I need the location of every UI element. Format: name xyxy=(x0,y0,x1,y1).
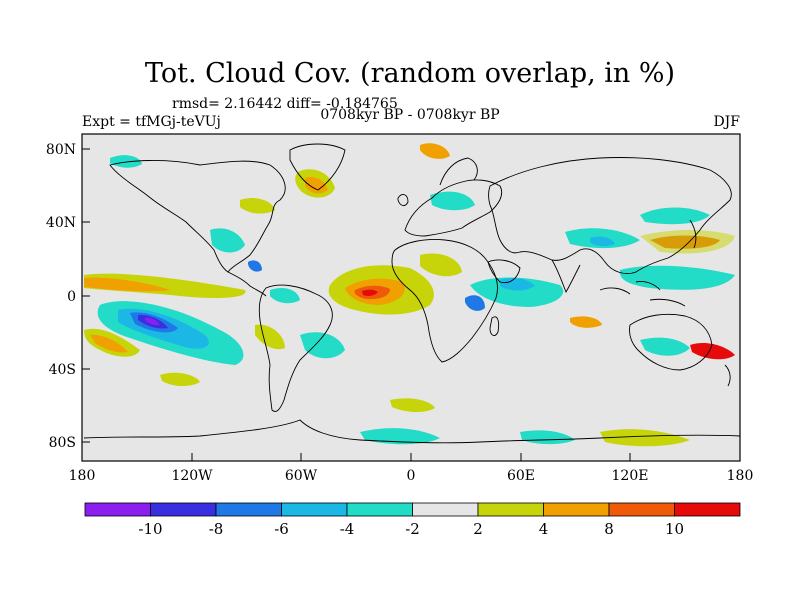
anomaly-negative-australia xyxy=(640,337,690,356)
anomaly-negative-pacific-north xyxy=(110,155,142,168)
x-tick-label: 180 xyxy=(727,468,754,484)
anomaly-positive-arctic xyxy=(420,143,450,159)
colorbar xyxy=(84,502,741,517)
coast-uk xyxy=(397,194,409,207)
coast-indonesia xyxy=(599,281,686,307)
colorbar-label: -4 xyxy=(340,520,355,538)
y-tick-label: 40N xyxy=(46,215,76,231)
y-axis: 80N 40N 0 40S 80S xyxy=(46,142,90,451)
colorbar-label: 10 xyxy=(665,520,684,538)
x-tick-label: 60W xyxy=(285,468,318,484)
x-axis: 180 120W 60W 0 60E 120E 180 xyxy=(69,453,754,484)
season-label: DJF xyxy=(713,114,740,130)
coast-africa xyxy=(391,239,498,363)
anomaly-fills xyxy=(84,143,735,447)
anomaly-negative-indian xyxy=(470,277,564,307)
anomaly-positive-antarctic xyxy=(600,429,690,447)
coast-central-america xyxy=(227,271,267,297)
coast-australia xyxy=(629,313,713,371)
colorbar-swatch xyxy=(674,502,741,517)
coast-india xyxy=(551,259,581,294)
y-tick-label: 0 xyxy=(67,289,76,305)
anomaly-negative-europe xyxy=(430,191,475,211)
colorbar-swatch xyxy=(281,502,348,517)
anomaly-negative-antarctic xyxy=(360,428,440,445)
coast-arabia xyxy=(487,259,521,284)
colorbar-label: 4 xyxy=(539,520,549,538)
x-tick-label: 180 xyxy=(69,468,96,484)
colorbar-label: 8 xyxy=(604,520,614,538)
x-tick-label: 120W xyxy=(171,468,213,484)
coast-greenland xyxy=(289,143,346,191)
coast-north-america xyxy=(109,160,286,273)
anomaly-positive-eq-pacific-core xyxy=(84,277,170,292)
colorbar-swatch xyxy=(346,502,413,517)
x-tick-label: 0 xyxy=(407,468,416,484)
anomaly-negative-westpacific xyxy=(619,265,735,290)
colorbar-label: -2 xyxy=(405,520,420,538)
anomaly-positive-asia-outer xyxy=(640,230,735,254)
anomaly-positive-australia-east xyxy=(690,343,735,360)
colorbar-swatch xyxy=(608,502,675,517)
colorbar-swatch xyxy=(84,502,151,517)
anomaly-positive-eq-pacific xyxy=(84,273,246,298)
anomaly-positive-greenland-core xyxy=(305,177,328,194)
anomaly-negative-antarctic-2 xyxy=(520,430,575,445)
colorbar-swatch xyxy=(215,502,282,517)
stats-label: rmsd= 2.16442 diff= -0.184765 xyxy=(172,96,398,112)
colorbar-label: 2 xyxy=(473,520,483,538)
coast-madagascar xyxy=(489,316,500,336)
anomaly-positive-northamerica-n xyxy=(240,198,275,214)
anomaly-positive-south-pacific-core xyxy=(90,334,128,353)
coastlines xyxy=(83,143,741,444)
experiment-label: Expt = tfMGj-teVUj xyxy=(82,114,221,130)
coast-new-zealand xyxy=(724,364,731,387)
anomaly-negative-eq-pacific-east xyxy=(270,288,300,304)
y-tick-label: 80N xyxy=(46,142,76,158)
coast-asia xyxy=(488,157,732,274)
y-tick-label: 80S xyxy=(49,435,76,451)
y-tick-label: 40S xyxy=(49,362,76,378)
x-tick-label: 60E xyxy=(507,468,535,484)
anomaly-positive-indian xyxy=(570,316,602,328)
anomaly-positive-pacific-south xyxy=(160,372,200,387)
colorbar-swatch xyxy=(150,502,217,517)
anomaly-positive-sahara xyxy=(420,253,462,277)
colorbar-swatch xyxy=(477,502,544,517)
colorbar-labels: -10 -8 -6 -4 -2 2 4 8 10 xyxy=(138,520,684,538)
coast-japan xyxy=(689,219,697,249)
anomaly-negative-southatlantic xyxy=(300,332,345,359)
colorbar-swatch xyxy=(412,502,479,517)
anomaly-negative-northpacific xyxy=(640,207,710,225)
coast-south-america xyxy=(258,284,333,412)
colorbar-label: -8 xyxy=(209,520,224,538)
coast-scandinavia xyxy=(439,157,478,186)
anomaly-negative-asia-core xyxy=(590,236,615,247)
map-title: Tot. Cloud Cov. (random overlap, in %) xyxy=(145,58,675,89)
anomaly-positive-southern-ocean xyxy=(390,398,435,413)
anomaly-negative-caribbean xyxy=(248,260,262,272)
colorbar-label: -6 xyxy=(274,520,289,538)
anomaly-negative-eastafrica xyxy=(465,295,485,311)
anomaly-positive-atlantic-peak xyxy=(362,289,378,296)
x-tick-label: 120E xyxy=(612,468,649,484)
anomaly-negative-northamerica xyxy=(210,228,245,253)
period-label: 0708kyr BP - 0708kyr BP xyxy=(320,107,499,123)
coast-antarctica xyxy=(83,419,741,444)
coast-europe xyxy=(404,179,503,237)
anomaly-negative-pacific-peak xyxy=(145,317,160,326)
colorbar-swatch xyxy=(543,502,610,517)
colorbar-label: -10 xyxy=(138,520,162,538)
map-panel: 80N 40N 0 40S 80S 180 120W 60W 0 60E 120… xyxy=(46,133,754,484)
anomaly-negative-indian-core xyxy=(500,278,535,291)
